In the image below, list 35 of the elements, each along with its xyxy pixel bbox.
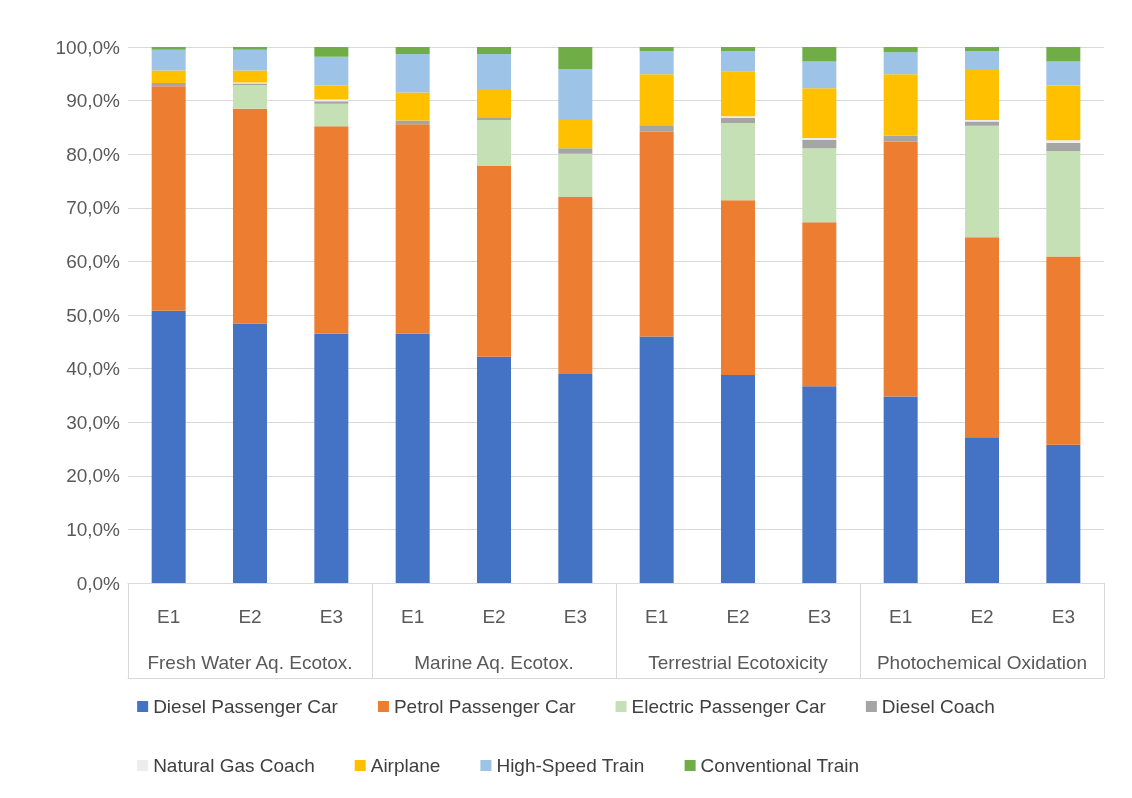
text: Terrestrial Ecotoxicity	[648, 652, 829, 673]
x-tick-label: E3	[1051, 606, 1075, 627]
x-tick-label: E2	[726, 606, 750, 627]
y-tick-label: 100,0%	[55, 36, 121, 58]
text: Fresh Water Aq. Ecotox.	[147, 652, 353, 673]
x-tick-label: E1	[645, 606, 669, 627]
y-tick-label: 30,0%	[66, 411, 121, 433]
legend-label: Conventional Train	[700, 755, 860, 776]
y-tick-label: 60,0%	[66, 250, 121, 272]
y-tick-label: 70,0%	[66, 197, 121, 219]
x-tick-label: E1	[889, 606, 913, 627]
y-tick-label: 10,0%	[66, 518, 121, 540]
x-tick-label: E1	[401, 606, 425, 627]
y-tick-label: 50,0%	[66, 304, 121, 326]
x-tick-label: E3	[319, 606, 343, 627]
legend-label: Natural Gas Coach	[153, 755, 315, 776]
legend-label: Diesel Coach	[881, 696, 995, 717]
legend-label: Diesel Passenger Car	[153, 696, 339, 717]
x-tick-label: E1	[157, 606, 181, 627]
x-tick-label: E3	[807, 606, 831, 627]
y-tick-label: 0,0%	[76, 572, 121, 594]
legend-label: High-Speed Train	[496, 755, 645, 776]
legend-label: Electric Passenger Car	[631, 696, 827, 717]
text: Photochemical Oxidation	[876, 652, 1088, 673]
y-tick-label: 90,0%	[66, 90, 121, 112]
y-tick-label: 40,0%	[66, 358, 121, 380]
legend-label: Airplane	[370, 755, 441, 776]
y-tick-label: 80,0%	[66, 143, 121, 165]
x-tick-label: E2	[238, 606, 262, 627]
legend-label: Petrol Passenger Car	[393, 696, 577, 717]
x-tick-label: E2	[482, 606, 506, 627]
text: Marine Aq. Ecotox.	[414, 652, 574, 673]
x-tick-label: E2	[970, 606, 994, 627]
y-tick-label: 20,0%	[66, 465, 121, 487]
x-tick-label: E3	[563, 606, 587, 627]
